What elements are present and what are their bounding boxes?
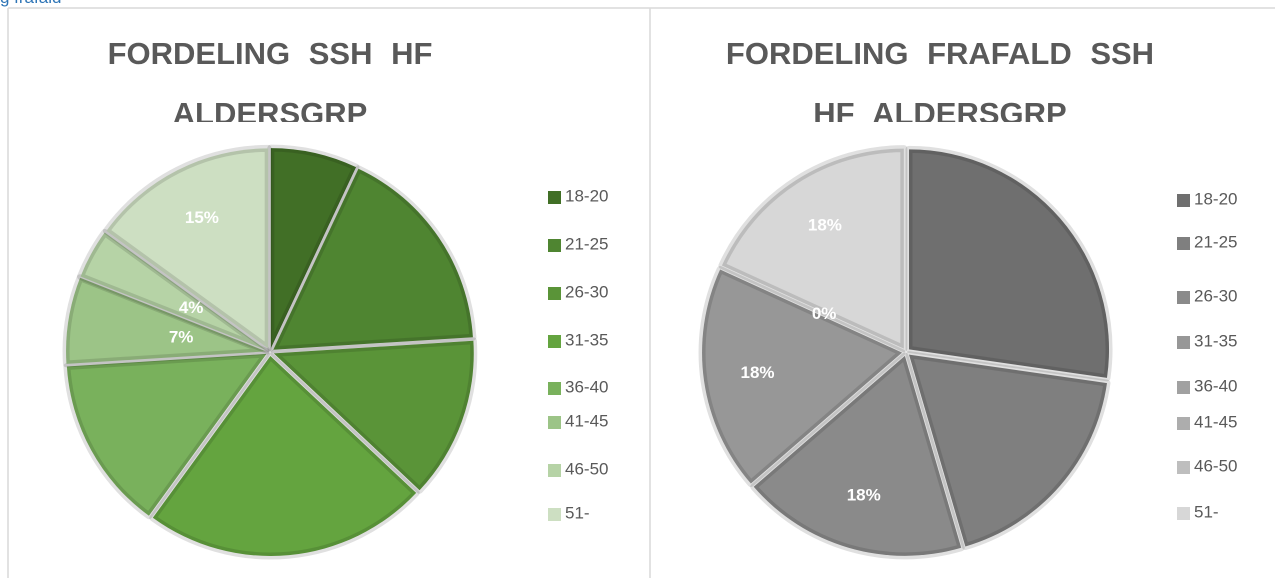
pie-slice xyxy=(149,352,420,560)
pie-slice xyxy=(267,144,360,352)
legend-swatch xyxy=(548,239,561,252)
legend-swatch xyxy=(548,464,561,477)
legend-swatch xyxy=(1177,336,1190,349)
data-label: 7% xyxy=(169,327,194,346)
pie-slice xyxy=(905,145,1113,382)
pie-slice xyxy=(102,144,272,352)
pie-slice xyxy=(905,351,1111,551)
pie-slice xyxy=(269,165,477,354)
legend-label: 18-20 xyxy=(1194,189,1237,208)
legend-label: 26-30 xyxy=(565,282,608,301)
legend-swatch xyxy=(1177,291,1190,304)
legend-swatch xyxy=(548,191,561,204)
legend-label: 31-35 xyxy=(565,330,608,349)
legend-swatch xyxy=(1177,237,1190,250)
legend-swatch xyxy=(548,416,561,429)
legend-label: 21-25 xyxy=(1194,232,1237,251)
data-label: 0% xyxy=(812,304,837,323)
legend-label: 31-35 xyxy=(1194,331,1237,350)
data-label: 15% xyxy=(185,208,219,227)
pie-slice xyxy=(718,145,908,353)
legend-swatch xyxy=(548,335,561,348)
legend-label: 46-50 xyxy=(565,459,608,478)
pie-slice xyxy=(270,337,478,494)
legend-swatch xyxy=(1177,461,1190,474)
legend: 18-20 21-25 26-30 31-35 36-40 41-45 46-50 51- xyxy=(548,186,608,522)
legend: 18-20 21-25 26-30 31-35 36-40 41-45 46-50 51- xyxy=(1177,189,1237,521)
pie-slice xyxy=(62,274,270,368)
legend-swatch xyxy=(548,287,561,300)
legend-swatch xyxy=(1177,417,1190,430)
data-label: 4% xyxy=(179,298,204,317)
legend-label: 51- xyxy=(1194,502,1219,521)
data-label: 18% xyxy=(741,363,775,382)
legend-label: 41-45 xyxy=(565,411,608,430)
caption: g frafald xyxy=(0,0,61,8)
legend-swatch xyxy=(1177,381,1190,394)
pie-slice xyxy=(698,265,906,488)
legend-swatch xyxy=(548,382,561,395)
data-label: 18% xyxy=(847,485,881,504)
legend-label: 26-30 xyxy=(1194,286,1237,305)
legend-label: 36-40 xyxy=(1194,376,1237,395)
chart-title: FORDELING SSH HF ALDERSGRP xyxy=(107,36,433,122)
legend-swatch xyxy=(1177,194,1190,207)
legend-swatch xyxy=(548,508,561,521)
pie-slice xyxy=(63,350,270,520)
legend-label: 21-25 xyxy=(565,234,608,253)
legend-label: 41-45 xyxy=(1194,412,1237,431)
legend-label: 51- xyxy=(565,503,590,522)
legend-label: 18-20 xyxy=(565,186,608,205)
data-label: 18% xyxy=(808,215,842,234)
legend-label: 36-40 xyxy=(565,377,608,396)
legend-label: 46-50 xyxy=(1194,456,1237,475)
pie-slice xyxy=(750,352,965,560)
chart-title: FORDELING FRAFALD SSH HF ALDERSGRP xyxy=(725,36,1155,122)
pie-slice xyxy=(77,229,270,354)
legend-swatch xyxy=(1177,507,1190,520)
